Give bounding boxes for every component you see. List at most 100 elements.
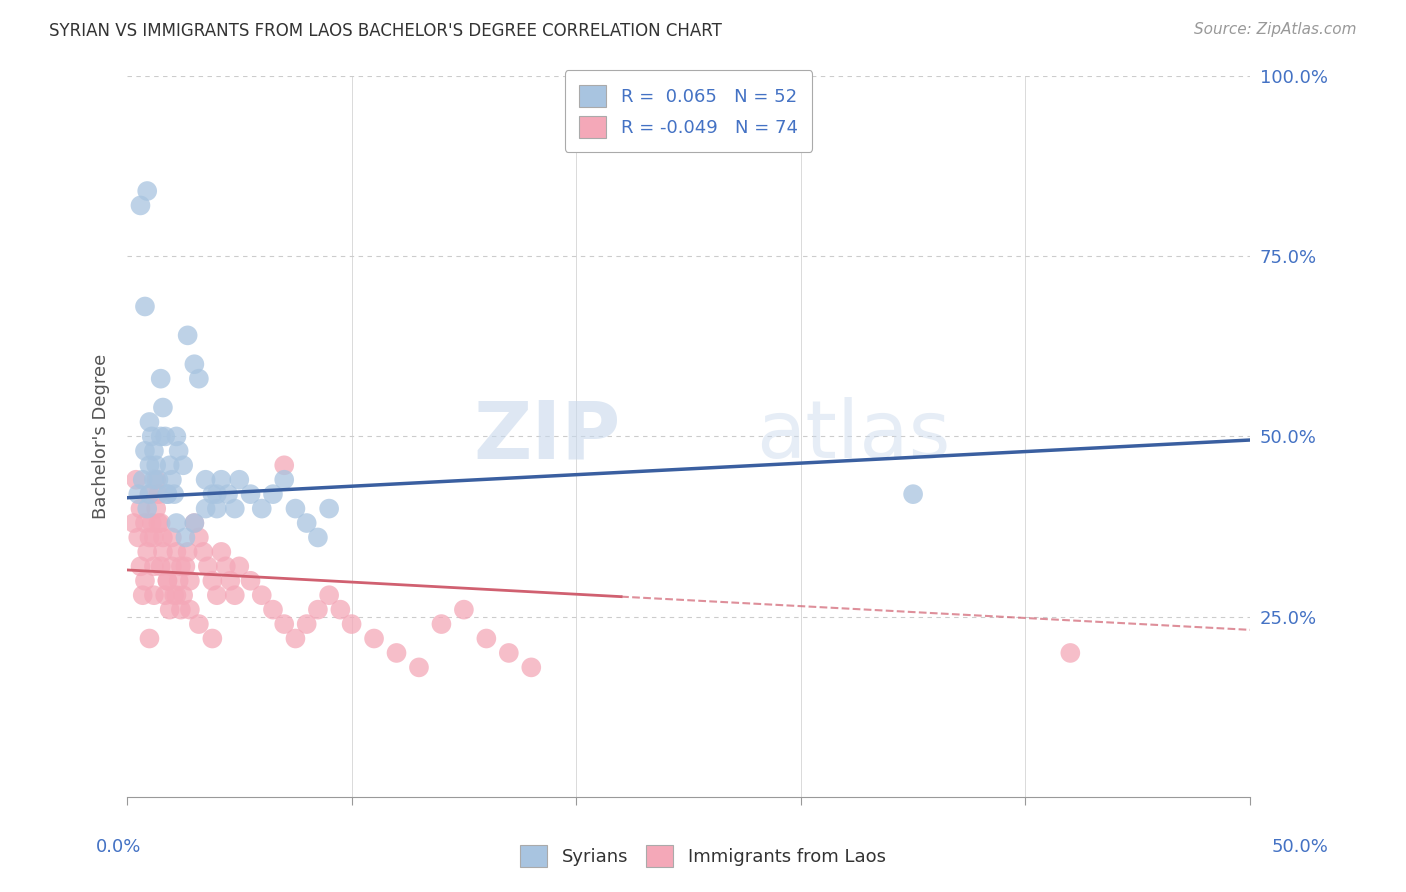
Point (152, 545, 174, 559)
Point (329, 602, 352, 616)
Point (239, 487, 262, 501)
Point (127, 531, 149, 545)
Point (408, 660, 430, 674)
Point (273, 473, 295, 487)
Point (205, 487, 228, 501)
Point (136, 545, 159, 559)
Text: SYRIAN VS IMMIGRANTS FROM LAOS BACHELOR'S DEGREE CORRELATION CHART: SYRIAN VS IMMIGRANTS FROM LAOS BACHELOR'… (49, 22, 723, 40)
Point (156, 574, 179, 588)
Point (430, 617, 453, 632)
Point (153, 429, 176, 443)
Point (149, 429, 172, 443)
Point (142, 588, 165, 602)
Point (262, 487, 284, 501)
Point (127, 487, 149, 501)
Point (136, 501, 159, 516)
Point (132, 473, 155, 487)
Point (160, 473, 183, 487)
Point (217, 487, 239, 501)
Point (228, 559, 250, 574)
Point (179, 574, 201, 588)
Text: ZIP: ZIP (474, 398, 621, 475)
Point (165, 588, 187, 602)
Point (148, 487, 170, 501)
Text: atlas: atlas (756, 398, 950, 475)
Point (138, 487, 160, 501)
Point (132, 588, 155, 602)
Point (156, 574, 179, 588)
Point (318, 588, 340, 602)
Point (183, 516, 205, 530)
Point (159, 458, 181, 473)
Legend: Syrians, Immigrants from Laos: Syrians, Immigrants from Laos (512, 836, 894, 876)
Point (209, 545, 232, 559)
Point (187, 372, 209, 386)
Point (172, 588, 194, 602)
Text: 0.0%: 0.0% (96, 838, 141, 855)
Point (273, 458, 295, 473)
Point (165, 545, 187, 559)
Point (138, 415, 160, 429)
Point (224, 501, 246, 516)
Point (194, 473, 217, 487)
Point (307, 531, 329, 545)
Point (262, 602, 284, 616)
Point (215, 559, 238, 574)
Point (170, 602, 193, 616)
Point (142, 559, 165, 574)
Point (156, 487, 179, 501)
Point (520, 660, 543, 674)
Point (187, 617, 209, 632)
Point (228, 473, 250, 487)
Point (134, 516, 156, 530)
Point (239, 574, 262, 588)
Point (363, 632, 385, 646)
Point (149, 516, 172, 530)
Point (250, 588, 273, 602)
Point (194, 501, 217, 516)
Point (148, 516, 170, 530)
Point (179, 602, 201, 616)
Point (167, 443, 190, 458)
Point (183, 357, 205, 371)
Point (498, 646, 520, 660)
Point (205, 588, 228, 602)
Point (134, 300, 156, 314)
Point (205, 501, 228, 516)
Point (307, 602, 329, 616)
Point (159, 602, 181, 616)
Point (197, 559, 219, 574)
Point (134, 574, 156, 588)
Point (142, 531, 165, 545)
Point (138, 487, 160, 501)
Point (284, 501, 307, 516)
Point (224, 588, 246, 602)
Text: 50.0%: 50.0% (1272, 838, 1329, 855)
Point (152, 531, 174, 545)
Point (174, 559, 197, 574)
Point (201, 632, 224, 646)
Point (142, 473, 165, 487)
Point (138, 632, 160, 646)
Point (219, 574, 242, 588)
Point (129, 198, 152, 212)
Point (160, 531, 183, 545)
Point (138, 531, 160, 545)
Point (129, 501, 152, 516)
Point (136, 184, 159, 198)
Point (174, 531, 197, 545)
Point (170, 559, 193, 574)
Point (901, 487, 924, 501)
Point (250, 501, 273, 516)
Point (156, 487, 179, 501)
Point (183, 516, 205, 530)
Point (141, 516, 163, 530)
Point (142, 443, 165, 458)
Point (149, 559, 172, 574)
Point (163, 588, 186, 602)
Point (172, 458, 194, 473)
Point (167, 574, 190, 588)
Point (340, 617, 363, 632)
Point (201, 487, 224, 501)
Point (141, 429, 163, 443)
